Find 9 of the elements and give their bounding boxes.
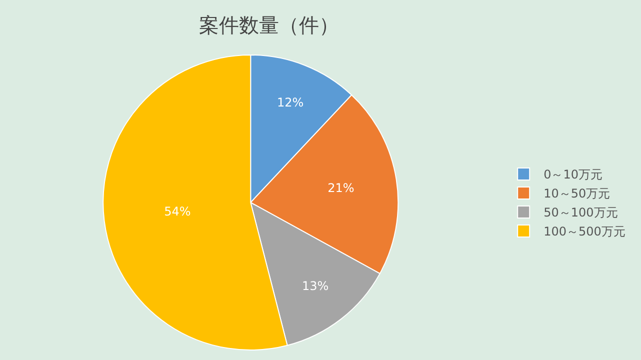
chart-title: 案件数量（件） <box>199 13 340 37</box>
data-label: 13% <box>302 278 329 293</box>
data-label: 54% <box>164 204 191 219</box>
legend-label: 50～100万元 <box>544 206 618 220</box>
legend-label: 0～10万元 <box>544 168 603 182</box>
data-label: 21% <box>328 181 354 196</box>
legend-label: 100～500万元 <box>544 224 626 239</box>
data-label: 12% <box>276 95 304 110</box>
legend-label: 10～50万元 <box>544 186 610 201</box>
